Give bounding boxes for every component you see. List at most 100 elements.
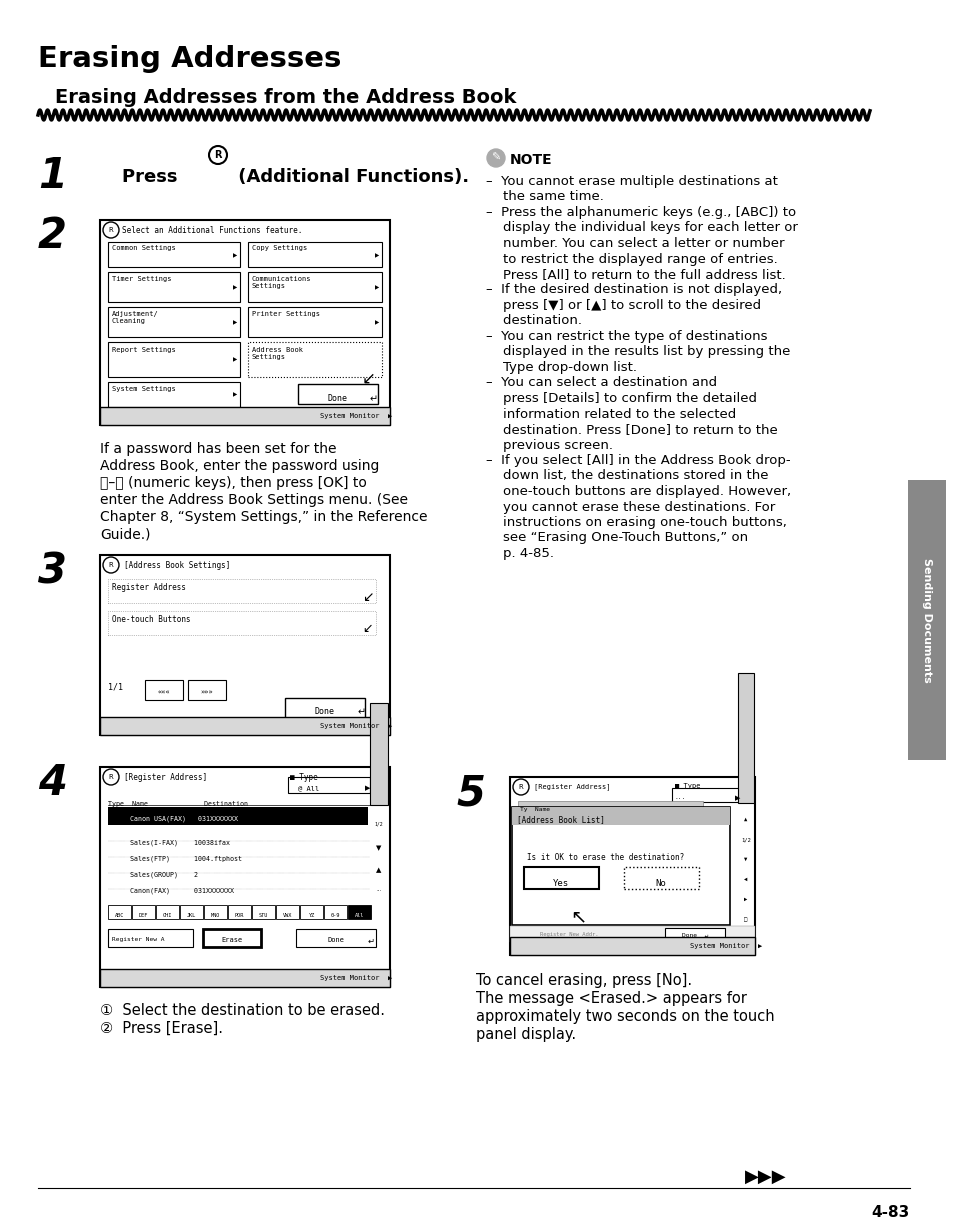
Text: [Register Address]: [Register Address] <box>534 783 610 790</box>
Text: One-touch Buttons: One-touch Buttons <box>112 615 191 625</box>
Text: Erasing Addresses: Erasing Addresses <box>38 45 341 72</box>
Text: Select an Additional Functions feature.: Select an Additional Functions feature. <box>122 226 302 236</box>
Bar <box>288 777 370 793</box>
Text: R: R <box>518 784 523 790</box>
Text: ▼: ▼ <box>375 845 381 852</box>
Bar <box>517 801 702 815</box>
Text: information related to the selected: information related to the selected <box>485 407 736 421</box>
Text: Sales(GROUP)    2: Sales(GROUP) 2 <box>130 871 198 877</box>
Text: System Settings: System Settings <box>112 387 175 391</box>
Text: Register New Addr.: Register New Addr. <box>539 933 598 937</box>
Bar <box>664 928 724 942</box>
Bar <box>671 788 740 802</box>
Text: –  You can restrict the type of destinations: – You can restrict the type of destinati… <box>485 330 767 344</box>
Text: Canon(FAX)      031XXXXXXX: Canon(FAX) 031XXXXXXX <box>130 887 233 893</box>
Text: If a password has been set for the: If a password has been set for the <box>100 442 336 456</box>
Text: Erasing Addresses from the Address Book: Erasing Addresses from the Address Book <box>55 88 516 107</box>
Text: [Address Book Settings]: [Address Book Settings] <box>124 561 230 571</box>
Text: »»»: »»» <box>200 690 213 694</box>
Bar <box>248 272 381 302</box>
Text: ▶: ▶ <box>734 795 740 801</box>
Bar <box>188 680 226 699</box>
Text: DEF: DEF <box>139 913 148 918</box>
Text: 1: 1 <box>38 155 67 198</box>
Circle shape <box>486 148 504 167</box>
Bar <box>248 342 381 377</box>
Bar <box>907 480 945 760</box>
Text: ▶: ▶ <box>233 254 237 259</box>
Text: System Monitor  ▶: System Monitor ▶ <box>319 413 392 418</box>
Text: ↙: ↙ <box>361 622 372 636</box>
Bar <box>108 272 240 302</box>
Text: display the individual keys for each letter or: display the individual keys for each let… <box>485 222 797 234</box>
Text: ▼: ▼ <box>743 856 747 863</box>
Bar <box>248 242 381 267</box>
Text: Address Book
Settings: Address Book Settings <box>252 347 303 360</box>
Text: All: All <box>355 913 364 918</box>
Text: Address Book, enter the password using: Address Book, enter the password using <box>100 459 379 472</box>
Bar <box>108 807 368 825</box>
Text: ...: ... <box>376 887 381 892</box>
Bar <box>297 384 377 404</box>
Text: R: R <box>109 562 113 568</box>
Text: MNO: MNO <box>211 913 220 918</box>
Text: Adjustment/
Cleaning: Adjustment/ Cleaning <box>112 310 158 324</box>
Text: «««: ««« <box>157 690 171 694</box>
Text: [Register Address]: [Register Address] <box>124 773 207 782</box>
Text: Guide.): Guide.) <box>100 528 151 541</box>
Text: ①  Select the destination to be erased.: ① Select the destination to be erased. <box>100 1002 385 1018</box>
Text: 1/1: 1/1 <box>108 683 123 692</box>
Text: to restrict the displayed range of entries.: to restrict the displayed range of entri… <box>485 253 777 265</box>
Text: Report Settings: Report Settings <box>112 347 175 353</box>
Text: ◀: ◀ <box>743 877 747 882</box>
Text: ▲: ▲ <box>375 867 381 872</box>
Text: Copy Settings: Copy Settings <box>252 245 307 252</box>
Bar <box>510 777 754 955</box>
Bar <box>512 807 729 925</box>
Bar <box>512 807 729 825</box>
Text: –  You can select a destination and: – You can select a destination and <box>485 377 717 389</box>
Text: displayed in the results list by pressing the: displayed in the results list by pressin… <box>485 346 789 358</box>
Bar <box>108 579 375 602</box>
Text: enter the Address Book Settings menu. (See: enter the Address Book Settings menu. (S… <box>100 493 408 507</box>
Text: 3: 3 <box>38 550 67 591</box>
Bar <box>100 220 390 425</box>
Text: (Additional Functions).: (Additional Functions). <box>232 168 469 187</box>
Text: approximately two seconds on the touch: approximately two seconds on the touch <box>476 1009 774 1025</box>
Bar <box>510 926 754 942</box>
Text: R: R <box>109 227 113 233</box>
Bar <box>145 680 183 699</box>
Text: VWX: VWX <box>282 913 292 918</box>
Text: Sending Documents: Sending Documents <box>921 557 931 682</box>
Text: –  If the desired destination is not displayed,: – If the desired destination is not disp… <box>485 283 781 297</box>
Text: Chapter 8, “System Settings,” in the Reference: Chapter 8, “System Settings,” in the Ref… <box>100 510 427 524</box>
Text: Canon USA(FAX)   031XXXXXXX: Canon USA(FAX) 031XXXXXXX <box>130 815 237 822</box>
Bar <box>738 672 753 802</box>
Text: one-touch buttons are displayed. However,: one-touch buttons are displayed. However… <box>485 485 790 498</box>
Text: ■ Type: ■ Type <box>290 773 317 782</box>
Text: press [▼] or [▲] to scroll to the desired: press [▼] or [▲] to scroll to the desire… <box>485 299 760 312</box>
Text: number. You can select a letter or number: number. You can select a letter or numbe… <box>485 237 783 250</box>
Bar <box>180 906 203 919</box>
Text: Ⓢ–Ⓣ (numeric keys), then press [OK] to: Ⓢ–Ⓣ (numeric keys), then press [OK] to <box>100 476 367 490</box>
Bar <box>510 937 754 955</box>
Text: YZ: YZ <box>308 913 314 918</box>
Text: R: R <box>214 150 221 160</box>
Text: –  Press the alphanumeric keys (e.g., [ABC]) to: – Press the alphanumeric keys (e.g., [AB… <box>485 206 796 218</box>
Text: Printer Settings: Printer Settings <box>252 310 319 317</box>
Bar <box>299 906 323 919</box>
Bar <box>156 906 179 919</box>
Text: Is it OK to erase the destination?: Is it OK to erase the destination? <box>526 853 683 863</box>
Bar <box>252 906 274 919</box>
Text: GHI: GHI <box>163 913 172 918</box>
Text: System Monitor  ▶: System Monitor ▶ <box>319 723 392 729</box>
Text: p. 4-85.: p. 4-85. <box>485 547 554 560</box>
Text: Register New A: Register New A <box>112 937 164 942</box>
Text: System Monitor  ▶: System Monitor ▶ <box>689 944 761 948</box>
Text: –  If you select [All] in the Address Book drop-: – If you select [All] in the Address Boo… <box>485 454 790 467</box>
Text: NOTE: NOTE <box>510 153 552 167</box>
Text: press [Details] to confirm the detailed: press [Details] to confirm the detailed <box>485 391 757 405</box>
Text: ▶: ▶ <box>233 393 237 398</box>
Text: @ All: @ All <box>297 785 319 791</box>
Text: Erase: Erase <box>221 937 242 944</box>
